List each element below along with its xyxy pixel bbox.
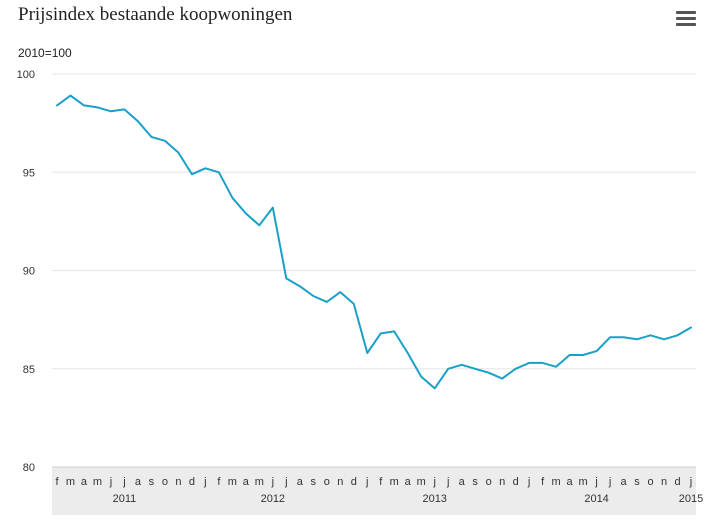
x-tick-label: j	[432, 476, 435, 488]
x-tick-label: o	[324, 476, 330, 488]
x-tick-label: j	[689, 476, 692, 488]
x-tick-label: m	[93, 476, 102, 488]
x-year-label: 2014	[584, 493, 608, 505]
x-tick-label: j	[109, 476, 112, 488]
x-tick-label: a	[297, 476, 304, 488]
x-year-label: 2015	[679, 493, 703, 505]
x-tick-label: n	[175, 476, 181, 488]
x-tick-label: m	[228, 476, 237, 488]
x-tick-label: f	[379, 476, 383, 488]
y-axis-unit-label: 2010=100	[18, 46, 72, 60]
y-tick-label: 80	[23, 462, 35, 474]
x-tick-label: o	[486, 476, 492, 488]
x-year-label: 2013	[422, 493, 446, 505]
x-tick-label: s	[472, 476, 478, 488]
x-tick-label: j	[446, 476, 449, 488]
x-tick-label: a	[567, 476, 574, 488]
x-tick-label: j	[271, 476, 274, 488]
x-tick-label: a	[620, 476, 627, 488]
chart-title: Prijsindex bestaande koopwoningen	[18, 4, 293, 25]
series-line	[56, 94, 692, 390]
x-tick-label: n	[499, 476, 505, 488]
x-tick-label: a	[459, 476, 466, 488]
x-tick-label: f	[55, 476, 59, 488]
y-tick-label: 95	[23, 167, 35, 179]
y-tick-label: 85	[23, 364, 35, 376]
x-tick-label: n	[661, 476, 667, 488]
x-tick-label: s	[634, 476, 640, 488]
x-tick-label: m	[66, 476, 75, 488]
x-tick-label: s	[311, 476, 317, 488]
x-tick-label: m	[255, 476, 264, 488]
x-tick-label: f	[541, 476, 545, 488]
y-tick-label: 100	[17, 69, 35, 81]
x-tick-label: d	[351, 476, 357, 488]
x-tick-label: o	[162, 476, 168, 488]
x-tick-label: a	[81, 476, 88, 488]
x-tick-label: n	[337, 476, 343, 488]
hamburger-menu-icon[interactable]	[676, 11, 696, 27]
x-tick-label: a	[405, 476, 412, 488]
x-tick-label: f	[217, 476, 221, 488]
x-tick-label: a	[135, 476, 142, 488]
x-tick-label: s	[149, 476, 155, 488]
y-tick-label: 90	[23, 266, 35, 278]
x-tick-label: m	[578, 476, 587, 488]
x-tick-label: j	[365, 476, 368, 488]
x-tick-label: j	[527, 476, 530, 488]
x-tick-label: j	[203, 476, 206, 488]
x-year-label: 2011	[113, 493, 137, 505]
x-tick-label: m	[390, 476, 399, 488]
x-tick-label: o	[647, 476, 653, 488]
x-tick-label: j	[284, 476, 287, 488]
x-tick-label: m	[417, 476, 426, 488]
x-tick-label: j	[122, 476, 125, 488]
x-axis-band	[52, 467, 696, 515]
x-year-label: 2012	[261, 493, 285, 505]
x-tick-label: d	[189, 476, 195, 488]
x-tick-label: d	[513, 476, 519, 488]
x-tick-label: j	[594, 476, 597, 488]
x-tick-label: a	[243, 476, 250, 488]
x-tick-label: d	[674, 476, 680, 488]
x-tick-label: m	[552, 476, 561, 488]
x-tick-label: j	[608, 476, 611, 488]
